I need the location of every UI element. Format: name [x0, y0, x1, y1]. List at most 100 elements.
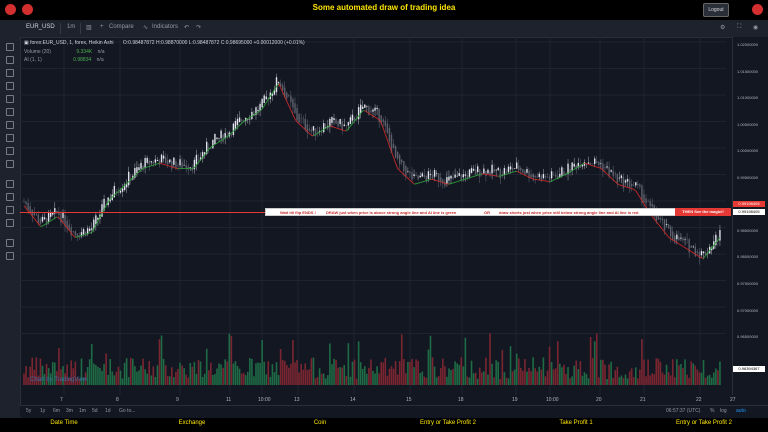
ai-line-segment: [198, 159, 201, 163]
ai-line-segment: [140, 168, 144, 171]
candle-body: [337, 121, 339, 127]
settings-icon[interactable]: ⚙: [720, 25, 726, 31]
menu-icon[interactable]: [22, 4, 33, 15]
prediction-icon[interactable]: [6, 121, 14, 129]
volume-bar: [347, 343, 350, 385]
candle-body: [353, 117, 356, 121]
candle-body: [173, 157, 175, 165]
candle-body: [275, 77, 278, 93]
ai-line-segment: [56, 216, 60, 218]
range-3m[interactable]: 3m: [66, 408, 73, 414]
auto-toggle[interactable]: auto: [736, 408, 746, 414]
chart-type-icon[interactable]: ▥: [86, 25, 92, 31]
chart-pane[interactable]: [20, 37, 735, 395]
volume-bar: [35, 357, 38, 385]
footer: Date Time Exchange Coin Entry or Take Pr…: [0, 418, 768, 432]
magic-button[interactable]: THEN See the magic!!: [675, 208, 731, 216]
range-1m[interactable]: 1m: [79, 408, 86, 414]
range-1d[interactable]: 1d: [105, 408, 111, 414]
account-icon[interactable]: [752, 4, 763, 15]
volume-bar: [199, 361, 202, 385]
candle-body: [411, 172, 413, 180]
compare-button[interactable]: Compare: [109, 24, 134, 30]
volume-bar: [550, 362, 553, 385]
lock-icon[interactable]: [6, 206, 14, 214]
candle-body: [569, 168, 571, 173]
compare-icon[interactable]: +: [100, 24, 104, 30]
undo-icon[interactable]: ↶: [184, 25, 190, 31]
trendline-icon[interactable]: [6, 56, 14, 64]
ai-line-segment: [265, 99, 269, 103]
ai-line-segment: [153, 164, 156, 166]
candle-body: [401, 159, 403, 163]
volume-bar: [573, 365, 575, 385]
back-arrow-icon[interactable]: [6, 134, 14, 142]
camera-icon[interactable]: ◉: [753, 25, 759, 31]
candle-body: [690, 245, 692, 248]
candle-body: [368, 106, 370, 115]
ai-line-segment: [103, 205, 107, 210]
ai-line-segment: [678, 243, 682, 246]
price-chart[interactable]: [20, 37, 735, 395]
volume-bar: [394, 360, 397, 385]
pattern-icon[interactable]: [6, 108, 14, 116]
volume-bar: [240, 373, 243, 385]
candle-body: [633, 185, 635, 186]
volume-bar: [80, 358, 83, 385]
trash-icon[interactable]: [6, 252, 14, 260]
candle-body: [663, 219, 666, 231]
zoom-icon[interactable]: [6, 160, 14, 168]
goto-button[interactable]: Go to...: [119, 408, 136, 414]
ai-line-segment: [454, 181, 458, 183]
ai-line-segment: [386, 139, 390, 146]
range-5y[interactable]: 5y: [26, 408, 32, 414]
redo-icon[interactable]: ↷: [196, 25, 202, 31]
time-axis[interactable]: [20, 395, 732, 405]
volume-bar: [702, 359, 705, 385]
fib-icon[interactable]: [6, 69, 14, 77]
eye-icon[interactable]: [6, 219, 14, 227]
price-axis[interactable]: [732, 37, 768, 395]
volume-bar: [37, 375, 40, 385]
ai-line-segment: [436, 180, 439, 182]
range-5d[interactable]: 5d: [92, 408, 98, 414]
symbol-search[interactable]: EUR_USD: [26, 24, 55, 30]
indicators-button[interactable]: Indicators: [152, 24, 179, 30]
percent-toggle[interactable]: %: [710, 408, 715, 414]
ai-line-segment: [304, 129, 308, 132]
layers-icon[interactable]: [6, 239, 14, 247]
volume-bar: [288, 367, 290, 385]
candle-body: [526, 169, 528, 173]
candle-body: [587, 162, 590, 164]
candle-body: [115, 191, 118, 193]
collapse-icon[interactable]: ▣: [24, 40, 31, 46]
interval-button[interactable]: 1m: [67, 24, 76, 30]
brush-icon[interactable]: [6, 82, 14, 90]
log-toggle[interactable]: log: [720, 408, 727, 414]
candle-body: [374, 107, 376, 111]
ai-line-segment: [348, 125, 351, 130]
pencil-lock-icon[interactable]: [6, 193, 14, 201]
candle-body: [487, 169, 489, 174]
crosshair-icon[interactable]: [6, 43, 14, 51]
logout-button[interactable]: Logout: [703, 3, 729, 17]
range-6m[interactable]: 6m: [53, 408, 60, 414]
candle-body: [448, 176, 450, 181]
candle-body: [561, 167, 563, 176]
fullscreen-icon[interactable]: ⛶: [737, 24, 742, 30]
ai-line-segment: [243, 119, 246, 122]
magnet-icon[interactable]: [6, 180, 14, 188]
volume-bar: [639, 369, 641, 385]
candle-body: [134, 168, 136, 178]
text-icon[interactable]: [6, 95, 14, 103]
ruler-icon[interactable]: [6, 147, 14, 155]
ai-line-segment: [364, 110, 368, 113]
candle-body: [355, 119, 358, 120]
legend-ohlc: O:0.98487872 H:0.98870000 L:0.98487872 C…: [122, 40, 305, 46]
ai-line-segment: [210, 145, 214, 148]
indicators-icon[interactable]: ∿: [143, 25, 149, 31]
range-1y[interactable]: 1y: [40, 408, 46, 414]
volume-bar: [409, 361, 411, 385]
home-icon[interactable]: [5, 4, 16, 15]
candle-body: [93, 219, 95, 230]
